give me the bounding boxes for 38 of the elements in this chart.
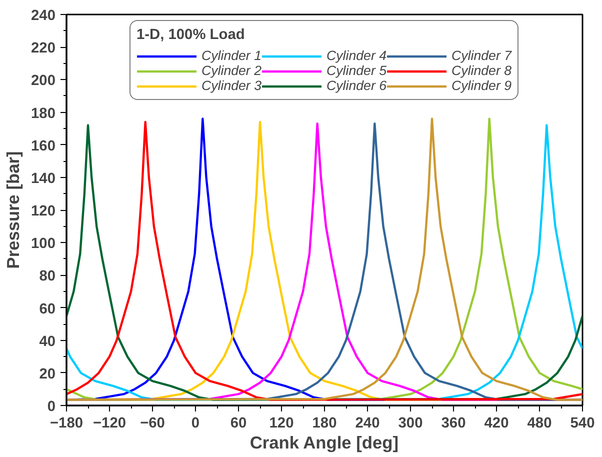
y-tick-label: 120 bbox=[31, 204, 56, 220]
legend-label: Cylinder 9 bbox=[452, 78, 512, 93]
legend-label: Cylinder 8 bbox=[452, 63, 512, 78]
x-tick-label: −180 bbox=[50, 416, 84, 432]
y-axis-title: Pressure [bar] bbox=[3, 151, 24, 269]
legend-label: Cylinder 7 bbox=[452, 48, 512, 63]
y-tick-label: 180 bbox=[31, 106, 56, 122]
legend-label: Cylinder 6 bbox=[326, 78, 387, 93]
y-tick-label: 0 bbox=[47, 399, 56, 415]
x-tick-label: 240 bbox=[355, 416, 380, 432]
y-tick-label: 80 bbox=[39, 268, 56, 285]
x-tick-label: 420 bbox=[484, 416, 509, 432]
y-tick-label: 100 bbox=[31, 236, 56, 252]
x-tick-label: −120 bbox=[92, 416, 126, 432]
x-tick-label: 540 bbox=[570, 416, 595, 432]
legend-label: Cylinder 3 bbox=[201, 78, 262, 93]
x-tick-label: 300 bbox=[398, 416, 423, 432]
y-tick-label: 140 bbox=[31, 170, 56, 187]
x-tick-label: 60 bbox=[230, 416, 247, 432]
legend-label: Cylinder 2 bbox=[201, 63, 262, 78]
y-tick-label: 200 bbox=[31, 73, 56, 90]
x-axis-title: Crank Angle [deg] bbox=[250, 432, 398, 452]
x-tick-label: 180 bbox=[312, 416, 337, 432]
y-tick-label: 160 bbox=[31, 138, 56, 154]
x-tick-label: 120 bbox=[269, 416, 294, 432]
x-tick-label: −60 bbox=[140, 416, 165, 432]
x-tick-label: 480 bbox=[527, 416, 552, 432]
x-tick-label: 0 bbox=[191, 416, 200, 432]
legend-label: Cylinder 1 bbox=[201, 48, 262, 63]
y-tick-label: 60 bbox=[39, 301, 56, 318]
legend-label: Cylinder 4 bbox=[326, 48, 387, 63]
y-tick-label: 40 bbox=[39, 334, 56, 350]
y-tick-label: 20 bbox=[39, 366, 56, 382]
legend-label: Cylinder 5 bbox=[326, 63, 387, 78]
x-tick-label: 360 bbox=[441, 416, 466, 432]
y-tick-label: 240 bbox=[31, 8, 56, 24]
legend-title: 1-D, 100% Load bbox=[136, 27, 246, 43]
y-tick-label: 220 bbox=[31, 40, 56, 57]
